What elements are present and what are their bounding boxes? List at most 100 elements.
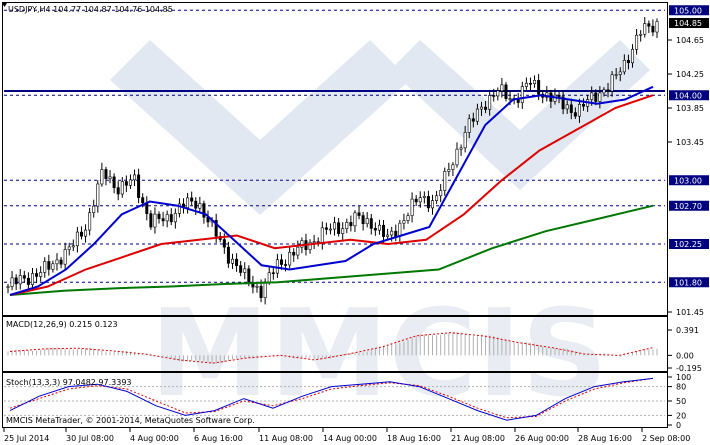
candle-body [75,231,79,247]
candle-body [361,215,365,225]
candle-body [247,268,251,283]
candle-body [153,213,157,228]
time-tick-label: 11 Aug 08:00 [259,434,313,443]
candle-body [426,196,430,209]
candle-body [190,197,194,202]
candle-body [390,230,394,236]
time-axis: 25 Jul 2014 30 Jul 08:00 4 Aug 00:00 6 Aug … [3,428,690,443]
candle-body [186,197,190,208]
price-tick-label: 104.25 [676,70,704,79]
macd-tick-label: 0.00 [676,351,694,360]
candle-body [610,74,614,92]
time-tick-label: 4 Aug 00:00 [130,434,179,443]
stoch-tick-label: 80 [676,383,686,392]
candle-body [279,259,283,265]
time-tick-label: 6 Aug 16:00 [194,434,243,443]
candle-body [271,272,275,275]
candle-body [488,95,492,110]
candle-body [47,261,51,270]
candle-body [557,94,561,98]
candle-body [108,176,112,179]
candle-body [214,220,218,237]
candle-body [349,222,353,227]
watermark-logo [110,40,650,215]
macd-tick-label: -0.195 [676,364,702,373]
candle-body [643,23,647,35]
candle-body [51,263,55,270]
candle-body [594,92,598,102]
candle-body [631,48,635,64]
candle-body [357,212,361,216]
candle-body [382,224,386,237]
candle-body [177,203,181,214]
level-price-label: 102.70 [674,202,702,211]
candle-body [239,265,243,273]
candle-body [300,240,304,248]
candle-body [528,82,532,85]
candle-body [157,213,161,219]
stoch-tick-label: 20 [676,411,686,420]
candle-body [235,258,239,266]
candle-body [516,99,520,103]
copyright-text: MMCIS MetaTrader, © 2001-2014, MetaQuote… [6,416,255,425]
macd-panel [7,331,658,364]
candle-body [439,190,443,197]
current-price-tag [669,18,709,28]
candle-body [22,275,26,279]
candle-body [386,234,390,237]
candle-body [149,213,153,228]
stoch-tick-label: 100 [676,373,691,382]
time-tick-label: 2 Sep 08:00 [642,434,690,443]
candle-body [447,169,451,172]
candle-body [63,249,67,265]
candle-body [267,272,271,283]
candle-body [369,218,373,229]
candle-body [651,25,655,33]
level-price-label: 104.00 [674,91,702,100]
time-tick-label: 14 Aug 00:00 [323,434,377,443]
candle-body [569,104,573,113]
panel-frames [2,2,668,428]
candle-body [161,218,165,222]
candle-body [484,106,488,110]
level-price-tag [669,200,709,211]
candle-body [100,169,104,185]
candle-body [120,181,124,195]
candle-body [479,106,483,110]
candle-body [30,273,34,285]
candle-body [475,108,479,122]
level-price-label: 101.80 [674,278,702,287]
candle-body [406,215,410,221]
stoch-tick-label: 0 [676,421,681,430]
time-tick-label: 18 Aug 16:00 [387,434,441,443]
candle-body [655,21,659,33]
candle-body [577,104,581,117]
candle-body [112,176,116,188]
candle-body [308,241,312,250]
level-price-tag [669,90,709,101]
candle-body [169,214,173,223]
candle-body [492,95,496,97]
level-price-label: 103.00 [674,176,702,185]
stoch-header: Stoch(13,3,3) 97.0482 97.3393 [6,378,132,387]
candle-body [35,273,39,277]
candle-body [324,227,328,230]
candle-body [520,86,524,103]
candle-body [635,34,639,50]
candle-body [137,174,141,198]
stoch-tick-label: 50 [676,397,686,406]
candle-body [6,286,10,288]
candle-body [573,112,577,117]
candle-body [165,214,169,222]
candle-body [398,222,402,237]
level-price-tag [669,277,709,288]
macd-tick-label: 0.391 [676,326,699,335]
level-price-tag [669,239,709,249]
ma-fast-line [9,85,654,296]
candle-body [533,80,537,84]
macd-panel-frame [2,316,668,372]
candle-body [414,198,418,203]
main-header: USDJPY,H4 104.77 104.87 104.76 104.85 [8,5,173,14]
candle-body [259,285,263,299]
